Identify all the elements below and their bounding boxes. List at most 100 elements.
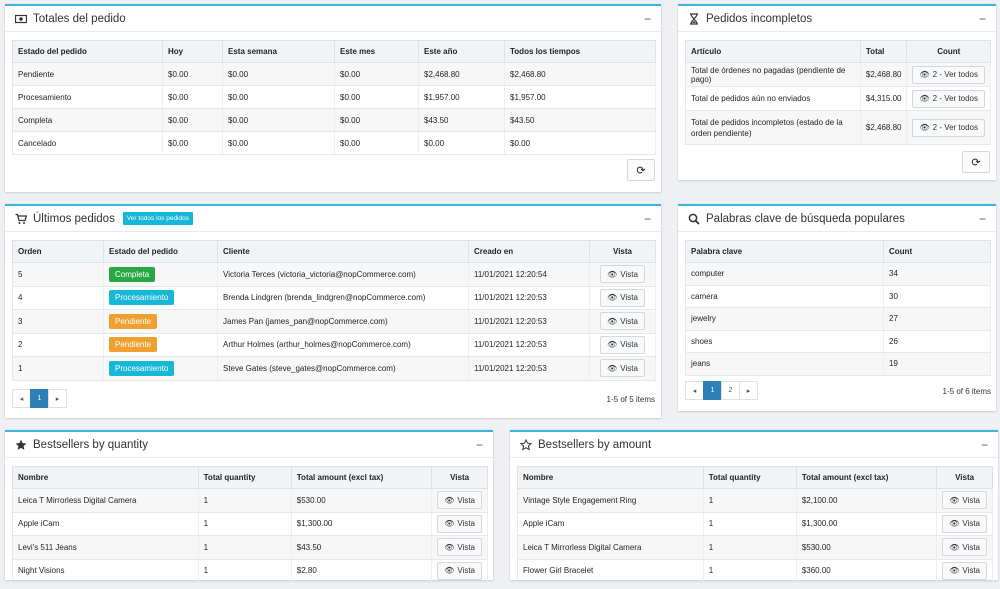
column-header[interactable]: Esta semana <box>222 40 335 63</box>
view-button[interactable]: 👁 Vista <box>600 359 645 378</box>
popular-keywords-card: Palabras clave de búsqueda populares − P… <box>678 204 996 411</box>
table-cell: $1,300.00 <box>291 511 433 536</box>
column-header[interactable]: Count <box>883 240 991 263</box>
table-cell: Victoria Terces (victoria_victoria@nopCo… <box>217 262 469 287</box>
table-cell: $0.00 <box>334 85 419 109</box>
column-header[interactable]: Total quantity <box>197 466 292 489</box>
column-header[interactable]: Total amount (excl tax) <box>290 466 433 489</box>
view-button[interactable]: 👁 Vista <box>600 335 645 354</box>
column-header[interactable]: Nombre <box>12 466 199 489</box>
eye-icon: 👁 <box>444 566 455 576</box>
table-cell: $0.00 <box>222 108 335 132</box>
column-header[interactable]: Este mes <box>334 40 419 63</box>
column-header[interactable]: Este año <box>418 40 505 63</box>
column-header[interactable]: Total <box>859 40 908 63</box>
view-button[interactable]: 👁 Vista <box>600 265 645 284</box>
collapse-icon[interactable]: − <box>643 11 651 26</box>
table-cell: $0.00 <box>418 131 505 155</box>
view-button[interactable]: 👁 Vista <box>600 312 645 331</box>
table-cell: $2,468.80 <box>418 62 505 86</box>
page-button[interactable]: 1 <box>30 389 49 408</box>
hourglass-icon <box>690 12 698 25</box>
column-header[interactable]: Estado del pedido <box>103 240 218 263</box>
column-header[interactable]: Estado del pedido <box>12 40 163 63</box>
table-cell: $0.00 <box>334 131 419 155</box>
table-cell: 5 <box>12 262 104 287</box>
status-badge: Pendiente <box>109 313 158 329</box>
refresh-button[interactable]: ⟳ <box>627 159 655 181</box>
view-button[interactable]: 👁 Vista <box>437 561 482 580</box>
page-button[interactable]: 2 <box>721 381 740 400</box>
table-cell: Cancelado <box>12 131 163 155</box>
table-row: jeans 19 <box>685 352 991 376</box>
view-all-button[interactable]: 👁 2 - Ver todos <box>912 65 985 84</box>
collapse-icon[interactable]: − <box>643 211 651 226</box>
collapse-icon[interactable]: − <box>978 11 986 26</box>
view-button[interactable]: 👁 Vista <box>942 561 987 580</box>
page-button[interactable]: 1 <box>703 381 722 400</box>
column-header[interactable]: Palabra clave <box>685 240 884 263</box>
latest-orders-header: Últimos pedidos Ver todos los pedidos − <box>5 206 661 232</box>
table-row: Levi's 511 Jeans 1 $43.50 👁 Vista <box>12 535 488 560</box>
column-header[interactable]: Artículo <box>685 40 861 63</box>
table-row: Flower Girl Bracelet 1 $360.00 👁 Vista <box>517 558 993 583</box>
table-cell: $1,957.00 <box>504 85 656 109</box>
view-all-orders-link[interactable]: Ver todos los pedidos <box>122 212 193 225</box>
order-totals-card: Totales del pedido − Estado del pedido H… <box>5 4 661 192</box>
view-all-label: 2 - Ver todos <box>932 123 978 132</box>
table-cell: 30 <box>883 284 991 308</box>
prev-page-button[interactable]: ◂ <box>685 381 704 400</box>
view-label: Vista <box>962 566 980 576</box>
eye-icon: 👁 <box>919 123 930 132</box>
view-button[interactable]: 👁 Vista <box>942 491 987 510</box>
column-header[interactable]: Count <box>906 40 991 63</box>
view-button[interactable]: 👁 Vista <box>437 491 482 510</box>
table-row: camera 30 <box>685 284 991 308</box>
table-cell: 1 <box>198 488 292 513</box>
column-header[interactable]: Cliente <box>217 240 469 263</box>
next-page-button[interactable]: ▸ <box>48 389 67 408</box>
refresh-button[interactable]: ⟳ <box>962 151 990 173</box>
view-button[interactable]: 👁 Vista <box>942 514 987 533</box>
table-cell: Brenda Lindgren (brenda_lindgren@nopComm… <box>217 285 469 310</box>
column-header[interactable]: Vista <box>936 466 993 489</box>
next-page-button[interactable]: ▸ <box>739 381 758 400</box>
collapse-icon[interactable]: − <box>978 211 986 226</box>
column-header[interactable]: Vista <box>589 240 656 263</box>
prev-page-button[interactable]: ◂ <box>12 389 31 408</box>
view-button[interactable]: 👁 Vista <box>600 288 645 307</box>
table-row: 5 Completa Victoria Terces (victoria_vic… <box>12 262 656 287</box>
table-cell: 11/01/2021 12:20:53 <box>468 332 590 357</box>
table-cell: $0.00 <box>162 131 223 155</box>
eye-icon: 👁 <box>949 495 960 505</box>
table-row: Completa $0.00 $0.00 $0.00 $43.50 $43.50 <box>12 108 656 132</box>
column-header[interactable]: Nombre <box>517 466 704 489</box>
collapse-icon[interactable]: − <box>475 437 483 452</box>
order-totals-title: Totales del pedido <box>33 12 126 25</box>
column-header[interactable]: Creado en <box>468 240 590 263</box>
order-totals-header: Totales del pedido − <box>5 6 661 32</box>
column-header[interactable]: Hoy <box>162 40 223 63</box>
bestsellers-quantity-table: Nombre Total quantity Total amount (excl… <box>12 466 488 583</box>
table-cell: 1 <box>198 511 292 536</box>
view-all-button[interactable]: 👁 2 - Ver todos <box>912 89 985 108</box>
table-cell: $43.50 <box>504 108 656 132</box>
table-row: Total de órdenes no pagadas (pendiente d… <box>685 62 991 87</box>
collapse-icon[interactable]: − <box>980 437 988 452</box>
column-header[interactable]: Todos los tiempos <box>504 40 656 63</box>
column-header[interactable]: Orden <box>12 240 104 263</box>
table-cell: 11/01/2021 12:20:54 <box>468 262 590 287</box>
table-cell: $0.00 <box>162 85 223 109</box>
table-cell: Total de pedidos aún no enviados <box>685 86 861 111</box>
view-button[interactable]: 👁 Vista <box>942 538 987 557</box>
column-header[interactable]: Total quantity <box>702 466 797 489</box>
view-all-button[interactable]: 👁 2 - Ver todos <box>912 118 985 137</box>
table-cell: $0.00 <box>162 62 223 86</box>
column-header[interactable]: Vista <box>431 466 488 489</box>
view-button[interactable]: 👁 Vista <box>437 514 482 533</box>
view-button[interactable]: 👁 Vista <box>437 538 482 557</box>
view-label: Vista <box>620 363 638 373</box>
column-header[interactable]: Total amount (excl tax) <box>795 466 938 489</box>
table-cell: James Pan (james_pan@nopCommerce.com) <box>217 309 469 334</box>
popular-keywords-title: Palabras clave de búsqueda populares <box>706 212 905 225</box>
